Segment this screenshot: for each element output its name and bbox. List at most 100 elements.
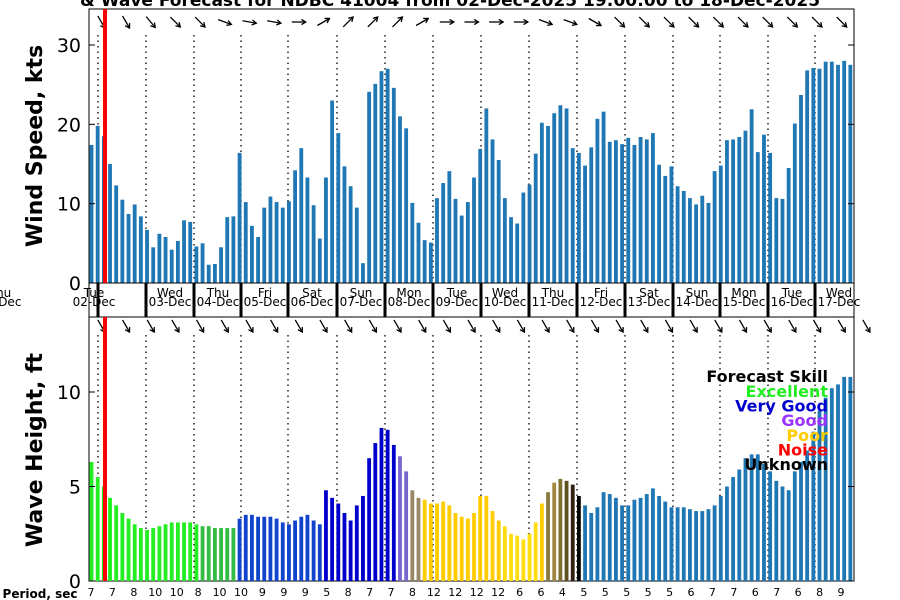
day-of-week-label: Mon (731, 286, 756, 300)
direction-arrow (342, 16, 354, 28)
wave-bar (465, 518, 470, 581)
day-of-week-label: Sun (686, 286, 709, 300)
arrow-shaft (538, 18, 553, 26)
wave-bar (206, 526, 211, 581)
wave-bar (626, 505, 631, 581)
wind-bar (564, 108, 569, 283)
wave-bar (731, 477, 736, 581)
wave-bar (496, 520, 501, 581)
direction-arrow (270, 319, 279, 334)
arrow-head (840, 327, 846, 334)
wave-bar (632, 499, 637, 581)
wind-bar (626, 137, 631, 283)
wind-bar (348, 186, 353, 283)
arrow-shaft (145, 16, 156, 28)
arrow-shaft (836, 16, 848, 28)
direction-arrow (242, 19, 258, 26)
day-of-week-label: Tue (83, 286, 105, 300)
arrow-head (767, 21, 774, 28)
wind-bar (250, 225, 254, 283)
wind-bar (256, 236, 260, 283)
wave-bar (243, 514, 248, 581)
wind-bar (410, 202, 415, 283)
day-separator (383, 283, 387, 317)
period-label: Period, sec (3, 587, 78, 600)
arrow-shaft (418, 319, 427, 333)
wind-bar (336, 133, 341, 283)
direction-arrow (590, 319, 600, 334)
wave-bar (644, 494, 649, 581)
wind-bar (509, 217, 513, 283)
wave-bar (638, 497, 643, 581)
legend-entry: Good (781, 411, 828, 430)
wave-bar (583, 505, 587, 581)
wave-bar (95, 477, 100, 581)
arrow-shaft (640, 319, 649, 333)
wind-bar (669, 166, 674, 283)
y-tick-label: 10 (57, 382, 81, 404)
direction-arrow (467, 319, 476, 334)
period-value: 5 (602, 586, 609, 599)
arrow-head (815, 327, 822, 334)
wind-bar (700, 195, 705, 283)
arrow-head (248, 327, 254, 334)
legend-entry: Unknown (744, 455, 828, 474)
wave-bar (576, 495, 581, 581)
wave-bar (712, 505, 717, 581)
wind-bar (644, 139, 649, 283)
time-marker-top (103, 9, 107, 283)
wave-bar (422, 499, 427, 581)
direction-arrow (217, 18, 233, 26)
wave-bar (256, 516, 260, 581)
day-separator (479, 283, 483, 317)
period-value: 9 (302, 586, 309, 599)
direction-arrow (393, 319, 402, 334)
wind-bar (435, 198, 439, 283)
arrow-head (569, 327, 575, 334)
wave-bar (416, 497, 421, 581)
arrow-shaft (614, 16, 625, 28)
wind-bar (681, 190, 686, 283)
day-of-week-label: Wed (492, 286, 518, 300)
wave-bar (848, 376, 853, 581)
arrow-shaft (121, 319, 131, 333)
period-value: 7 (709, 586, 716, 599)
wave-bar (293, 520, 298, 581)
wind-y-label: Wind Speed, kts (23, 45, 48, 247)
wind-bar (780, 198, 785, 283)
arrow-shaft (737, 16, 749, 28)
wind-bar (749, 109, 754, 283)
day-of-week-label: Mon (396, 286, 421, 300)
wave-bar (280, 522, 285, 581)
arrow-head (251, 19, 258, 26)
wave-bar (194, 524, 199, 581)
arrow-head (198, 327, 205, 334)
date-label: 14-Dec (676, 295, 719, 309)
day-separator (575, 283, 579, 317)
arrow-head (667, 327, 674, 334)
wind-bar (447, 171, 452, 283)
wind-y-axis: 0 10 20 30 (57, 35, 854, 295)
wind-bar (688, 198, 692, 283)
wind-bar (817, 68, 822, 283)
y-tick-label: 0 (69, 571, 81, 593)
wave-bar (811, 431, 816, 581)
arrow-head (792, 21, 799, 28)
arrow-shaft (294, 319, 303, 333)
wind-bar (311, 205, 316, 283)
wind-bar (706, 202, 711, 283)
arrow-head (693, 21, 700, 28)
period-value: 5 (666, 586, 673, 599)
period-value: 9 (838, 586, 845, 599)
date-label: 15-Dec (723, 295, 766, 309)
arrow-shaft (442, 319, 451, 333)
wave-bar (108, 497, 112, 581)
wind-bar (558, 105, 563, 283)
wave-bar (361, 495, 365, 581)
wave-bar (774, 480, 779, 581)
wind-bar (527, 184, 532, 283)
wind-bar (200, 243, 205, 283)
wind-bar (182, 220, 186, 283)
arrow-head (841, 21, 848, 28)
